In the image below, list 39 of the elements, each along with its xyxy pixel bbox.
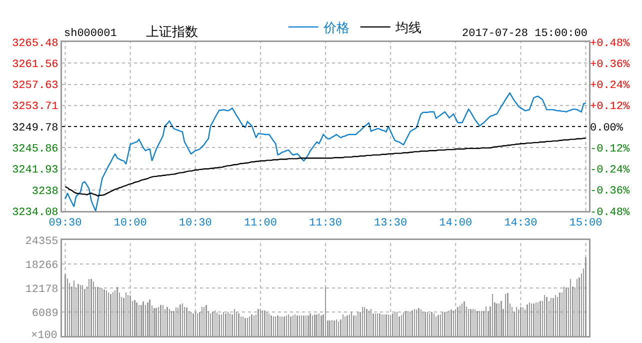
y-axis-title: ×100 (31, 330, 58, 342)
x-tick-label: 10:00 (114, 218, 147, 230)
x-tick-label: 13:30 (374, 218, 408, 230)
y-tick-label: 3253.71 (12, 101, 59, 114)
y-tick-label: 3249.78 (12, 122, 58, 134)
y-tick-label: 3245.86 (12, 143, 58, 156)
legend-label: 均线 (394, 21, 422, 36)
y-tick-label: 3241.93 (12, 164, 58, 177)
y2-tick-label: -0.12% (590, 143, 630, 156)
y-tick-label: 12178 (25, 284, 58, 296)
y-tick-label: 3261.56 (12, 58, 58, 71)
x-tick-label: 14:00 (439, 218, 472, 230)
x-tick-label: 15:00 (569, 218, 602, 230)
x-tick-label: 11:00 (244, 218, 277, 230)
y2-tick-label: 0.00% (590, 122, 624, 134)
y2-tick-label: -0.48% (590, 206, 630, 219)
x-tick-label: 11:30 (308, 218, 342, 230)
x-tick-label: 09:30 (48, 218, 82, 230)
y2-tick-label: +0.36% (590, 58, 630, 71)
y-tick-label: 3234.08 (12, 206, 58, 219)
y2-tick-label: -0.24% (590, 164, 630, 177)
x-tick-label: 14:30 (504, 218, 538, 230)
chart-title: 上证指数 (146, 25, 198, 40)
y-tick-label: 3238 (32, 186, 58, 198)
y-tick-label: 6089 (32, 308, 58, 320)
y-tick-label: 24355 (25, 236, 58, 248)
y2-tick-label: -0.36% (590, 186, 630, 198)
y2-tick-label: +0.24% (590, 80, 630, 92)
legend-label: 价格 (322, 21, 350, 36)
line-series (64, 138, 586, 196)
y-tick-label: 3265.48 (12, 38, 58, 50)
text: 2017-07-28 15:00:00 (462, 28, 588, 40)
y-tick-label: 3257.63 (12, 80, 58, 92)
y2-tick-label: +0.12% (590, 101, 630, 114)
y-tick-label: 18266 (25, 260, 58, 272)
chart-subtitle: sh000001 (64, 28, 118, 40)
line-series (64, 92, 586, 211)
y2-tick-label: +0.48% (590, 38, 630, 50)
x-tick-label: 10:30 (178, 218, 212, 230)
